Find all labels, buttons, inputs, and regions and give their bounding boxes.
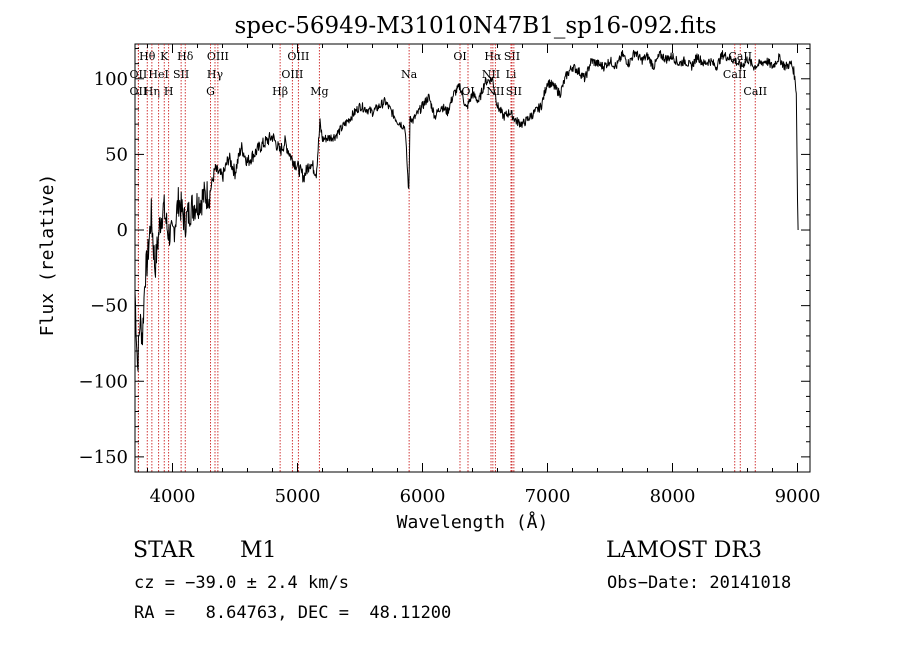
spectral-line-label: CaII bbox=[743, 85, 767, 98]
x-tick-label: 8000 bbox=[650, 486, 696, 507]
spectral-line-label: CaII bbox=[723, 68, 747, 81]
object-class: STAR bbox=[133, 538, 194, 563]
spectral-line-label: OII bbox=[130, 85, 148, 98]
survey-label: LAMOST DR3 bbox=[606, 538, 762, 563]
x-axis-label: Wavelength (Å) bbox=[397, 511, 549, 533]
x-tick-label: 4000 bbox=[150, 486, 196, 507]
spectral-line-label: HeI bbox=[148, 68, 168, 81]
spectral-line-label: SII bbox=[504, 50, 520, 63]
spectral-line-label: Hδ bbox=[177, 50, 194, 63]
redshift-label: cz = −39.0 ± 2.4 km/s bbox=[134, 573, 349, 593]
object-subclass: M1 bbox=[240, 538, 277, 563]
plot-frame bbox=[134, 43, 811, 473]
x-tick-label: 9000 bbox=[775, 486, 821, 507]
spectral-line-label: NII bbox=[486, 85, 504, 98]
y-tick-label: 50 bbox=[105, 144, 128, 165]
y-tick-label: −100 bbox=[79, 371, 128, 392]
y-tick-label: 0 bbox=[117, 220, 128, 241]
spectral-line-label: Hη bbox=[144, 85, 160, 98]
x-tick-label: 5000 bbox=[275, 486, 321, 507]
spectral-line-label: Na bbox=[401, 68, 418, 81]
spectral-line-label: OIII bbox=[287, 50, 309, 63]
coordinates-label: RA = 8.64763, DEC = 48.11200 bbox=[134, 603, 452, 623]
spectral-line-label: SII bbox=[173, 68, 189, 81]
spectral-line-label: K bbox=[160, 50, 169, 63]
obs-date-label: Obs−Date: 20141018 bbox=[607, 573, 792, 593]
y-axis-label: Flux (relative) bbox=[37, 174, 58, 337]
spectral-line-label: Li bbox=[506, 68, 517, 81]
spectral-line-label: OIII bbox=[281, 68, 303, 81]
x-tick-label: 6000 bbox=[400, 486, 446, 507]
spectral-line-label: OIII bbox=[207, 50, 229, 63]
y-tick-label: −50 bbox=[90, 296, 128, 317]
y-tick-label: −150 bbox=[79, 447, 128, 468]
spectral-line-label: Hβ bbox=[272, 85, 288, 98]
spectral-line-label: Hγ bbox=[207, 68, 224, 81]
spectral-line-label: H bbox=[164, 85, 174, 98]
spectrum-line bbox=[134, 49, 799, 372]
x-tick-label: 7000 bbox=[525, 486, 571, 507]
spectral-line-label: G bbox=[206, 85, 215, 98]
spectral-line-label: Mg bbox=[310, 85, 328, 98]
spectral-line-label: SII bbox=[506, 85, 522, 98]
spectral-line-label: Hθ bbox=[139, 50, 156, 63]
spectral-line-label: OI bbox=[453, 50, 466, 63]
chart-title: spec-56949-M31010N47B1_sp16-092.fits bbox=[234, 13, 716, 39]
spectral-line-label: Hα bbox=[484, 50, 502, 63]
y-tick-label: 100 bbox=[94, 69, 128, 90]
